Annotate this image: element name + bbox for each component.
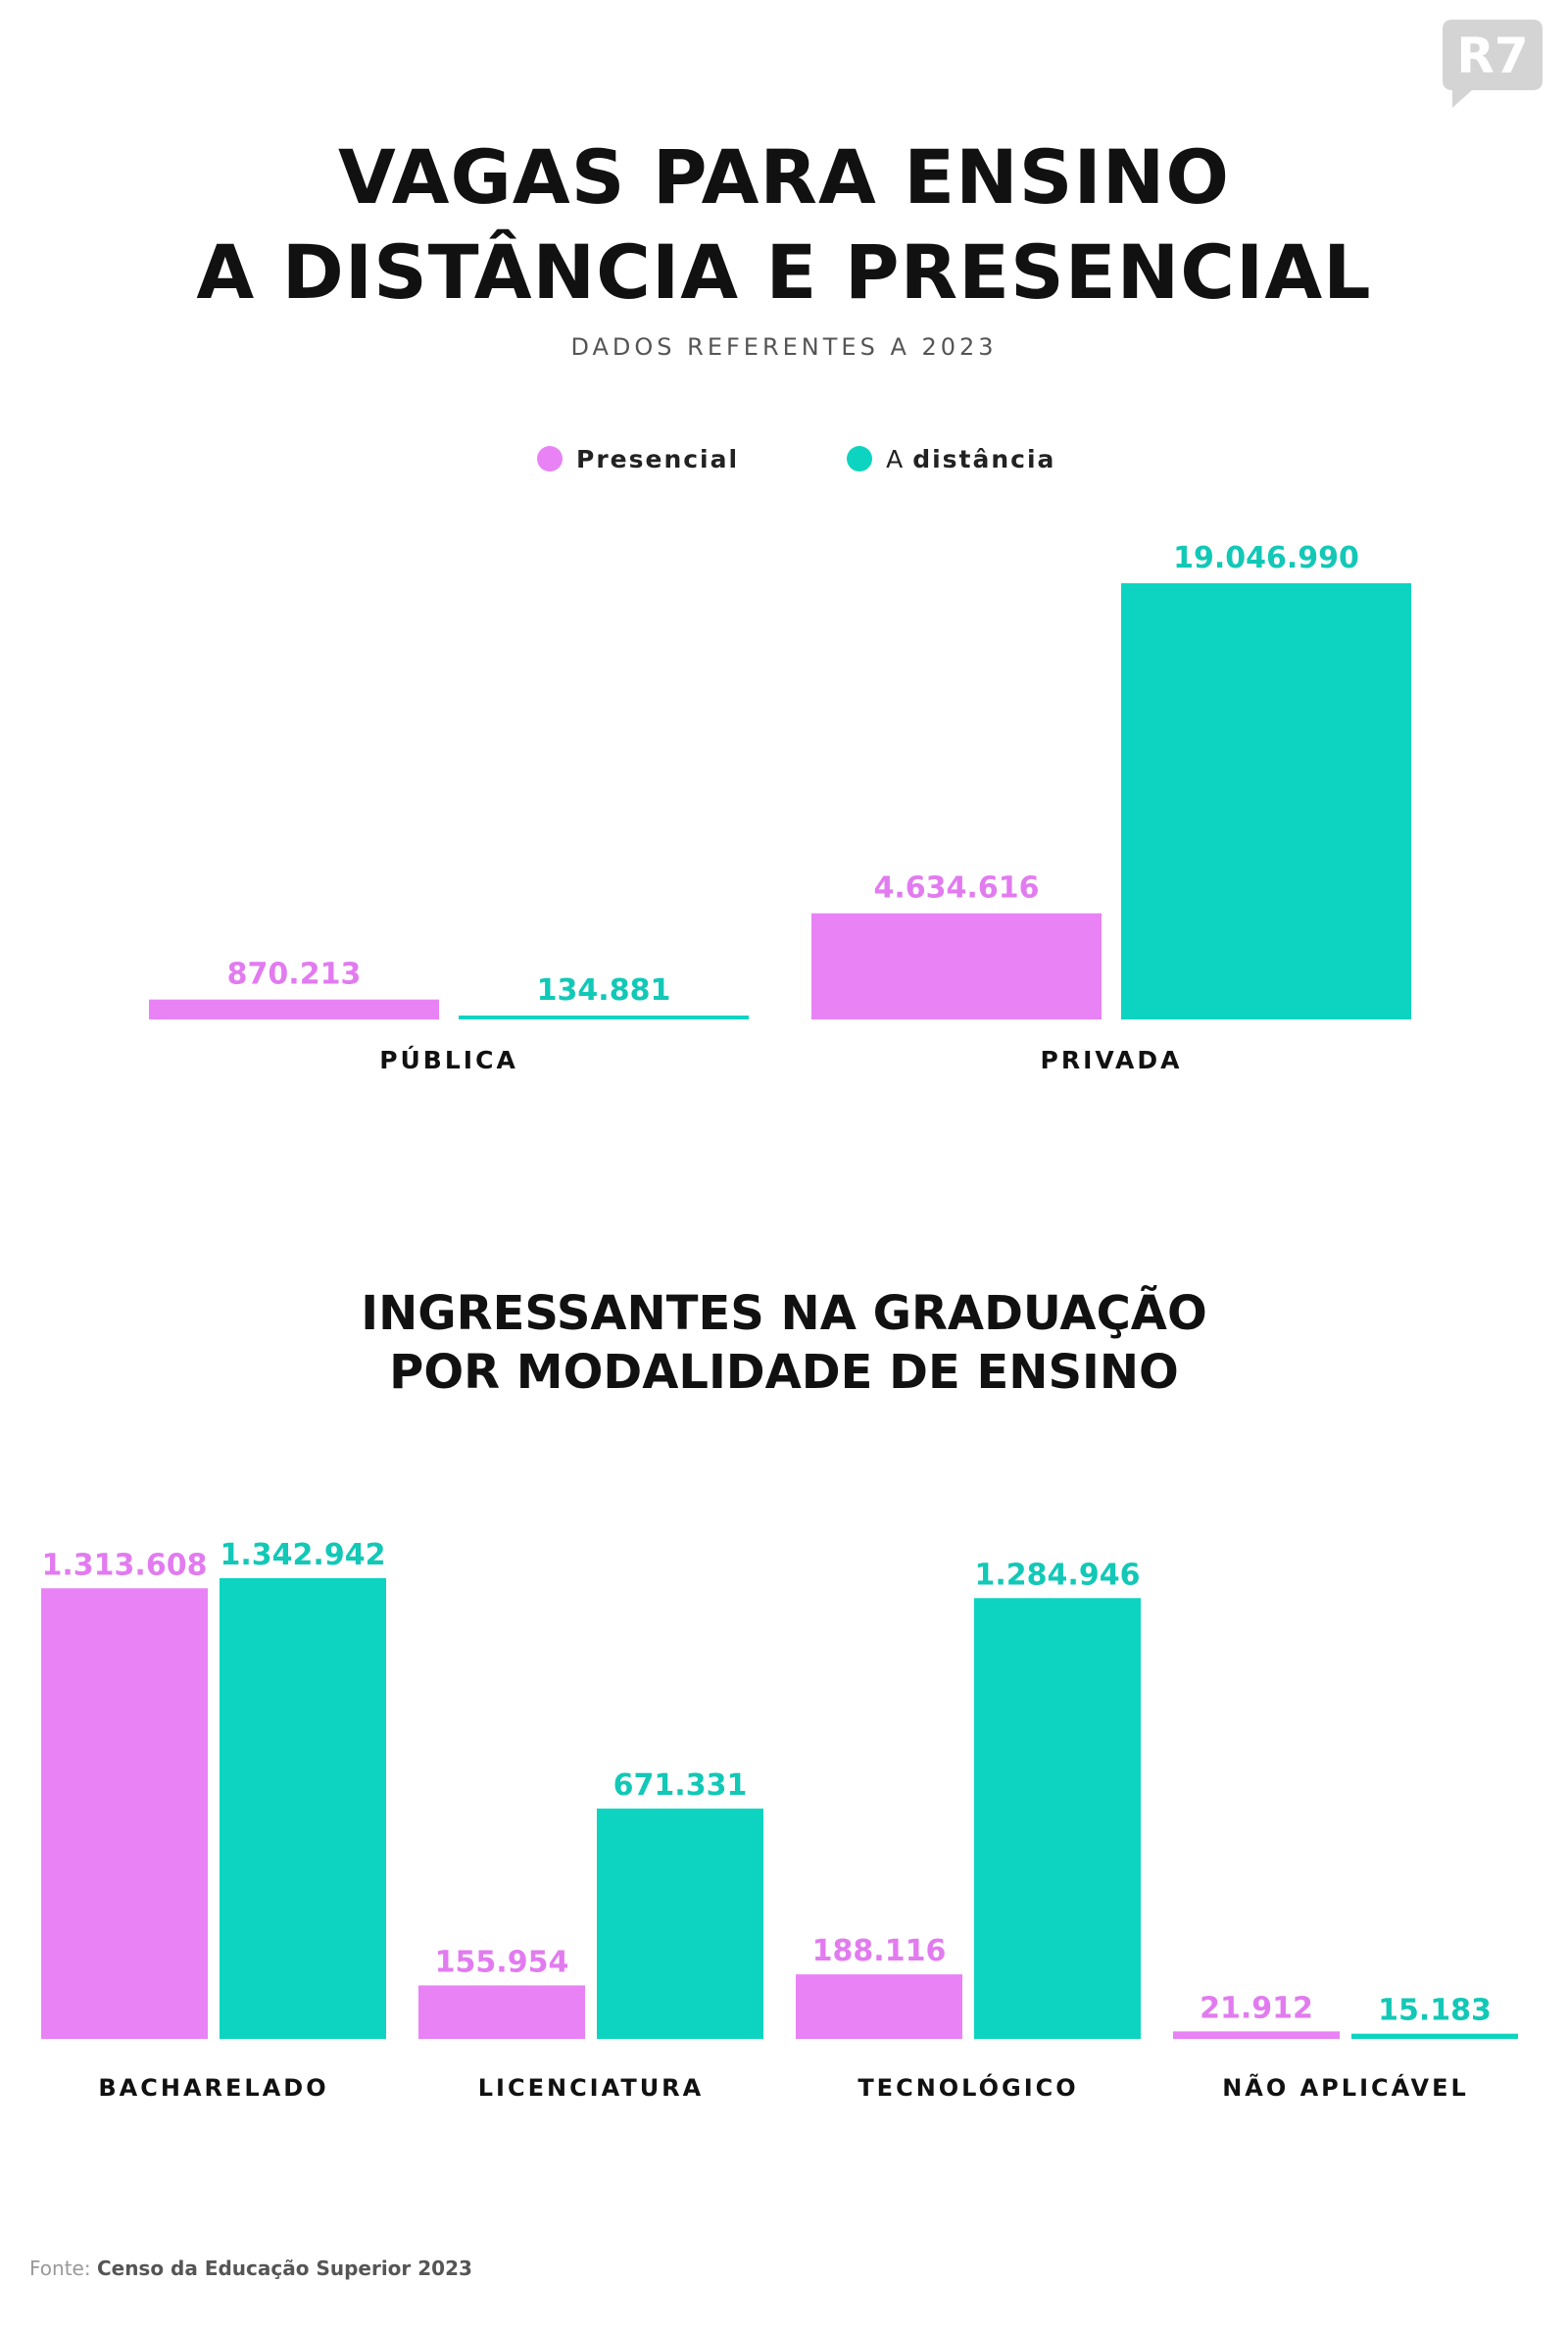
legend-swatch-presencial xyxy=(537,446,563,471)
source-prefix: Fonte: xyxy=(29,2257,97,2280)
category-label-publica: PÚBLICA xyxy=(379,1045,518,1074)
legend-label-distancia-prefix: A xyxy=(886,444,906,473)
value-label-presencial-publica: 870.213 xyxy=(227,958,362,992)
bar-a-distancia-tecnologico xyxy=(974,1598,1141,2039)
bar-presencial-publica xyxy=(149,999,439,1019)
bar-presencial-privada xyxy=(811,913,1102,1019)
legend-item-distancia: A distância xyxy=(847,445,1055,473)
bar-a-distancia-nao-aplicavel xyxy=(1351,2033,1518,2039)
legend-swatch-distancia xyxy=(847,446,873,471)
category-label-nao-aplicavel: NÃO APLICÁVEL xyxy=(1222,2073,1469,2102)
value-label-presencial-nao-aplicavel: 21.912 xyxy=(1200,1991,1313,2025)
legend-label-presencial: Presencial xyxy=(576,444,740,473)
legend-item-presencial: Presencial xyxy=(537,445,739,473)
value-label-presencial-licenciatura: 155.954 xyxy=(435,1945,569,1979)
legend-label-distancia: distância xyxy=(912,444,1056,473)
value-label-a-distancia-publica: 134.881 xyxy=(537,973,671,1008)
value-label-a-distancia-privada: 19.046.990 xyxy=(1173,541,1359,575)
logo-text: R7 xyxy=(1456,27,1528,84)
category-label-tecnologico: TECNOLÓGICO xyxy=(858,2072,1078,2102)
title-line1-a: VAGAS PARA xyxy=(338,133,905,221)
ingressantes-bar-chart: 1.313.608 1.342.942 BACHARELADO 155.954 671.… xyxy=(41,1538,1518,2102)
value-label-a-distancia-nao-aplicavel: 15.183 xyxy=(1378,1994,1492,2028)
bar-a-distancia-privada xyxy=(1121,583,1411,1019)
title-line1-b: ENSINO xyxy=(904,133,1230,221)
bar-a-distancia-bacharelado xyxy=(220,1578,386,2039)
bar-presencial-licenciatura xyxy=(418,1985,585,2039)
vagas-bar-chart: 870.213 134.881 PÚBLICA 4.634.616 19.046.990… xyxy=(149,541,1411,1074)
source-note: Fonte: Censo da Educação Superior 2023 xyxy=(29,2257,472,2280)
r7-logo: R7 xyxy=(1443,20,1543,108)
title-line2: A DISTÂNCIA E PRESENCIAL xyxy=(196,228,1372,316)
category-label-privada: PRIVADA xyxy=(1041,1046,1183,1074)
category-label-licenciatura: LICENCIATURA xyxy=(478,2074,704,2102)
value-label-presencial-privada: 4.634.616 xyxy=(874,871,1040,906)
value-label-presencial-tecnologico: 188.116 xyxy=(812,1934,947,1968)
chart-legend: Presencial A distância xyxy=(537,439,1055,478)
value-label-a-distancia-licenciatura: 671.331 xyxy=(613,1768,748,1803)
bar-a-distancia-publica xyxy=(459,1016,749,1019)
chart2-title-line2: POR MODALIDADE DE ENSINO xyxy=(389,1345,1179,1400)
value-label-presencial-bacharelado: 1.313.608 xyxy=(42,1548,208,1582)
bar-presencial-tecnologico xyxy=(796,1974,962,2039)
bar-presencial-bacharelado xyxy=(41,1588,208,2039)
bar-a-distancia-licenciatura xyxy=(597,1809,763,2039)
source-name: Censo da Educação Superior 2023 xyxy=(96,2257,472,2280)
category-label-bacharelado: BACHARELADO xyxy=(98,2074,328,2102)
page-subtitle: DADOS REFERENTES A 2023 xyxy=(570,333,998,361)
chart2-title-line1: INGRESSANTES NA GRADUAÇÃO xyxy=(361,1286,1207,1341)
value-label-a-distancia-tecnologico: 1.284.946 xyxy=(975,1558,1141,1592)
bar-presencial-nao-aplicavel xyxy=(1173,2031,1340,2039)
value-label-a-distancia-bacharelado: 1.342.942 xyxy=(220,1538,386,1572)
chart2-title: INGRESSANTES NA GRADUAÇÃO POR MODALIDADE… xyxy=(0,1284,1568,1402)
